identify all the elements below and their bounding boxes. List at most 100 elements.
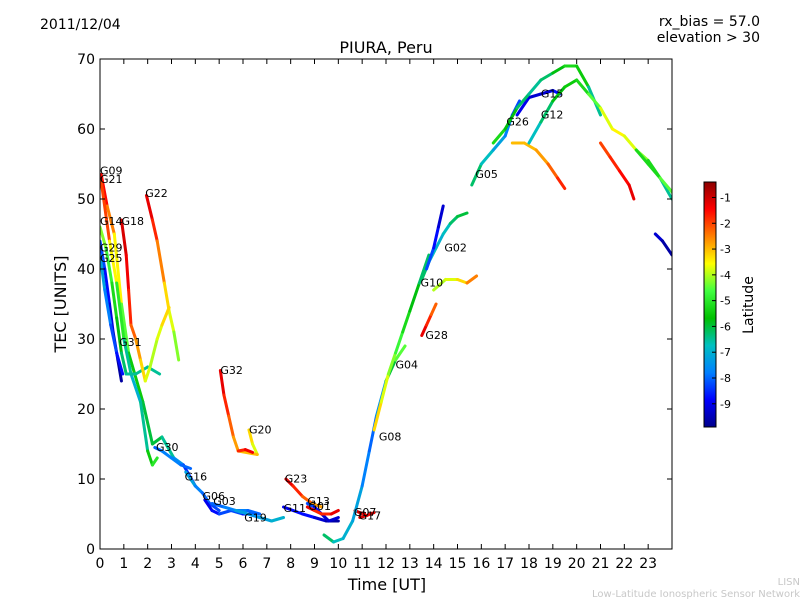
x-tick-label: 23 xyxy=(639,556,657,572)
series-segment xyxy=(115,316,123,355)
series-segment xyxy=(193,484,204,495)
series-segment xyxy=(129,323,138,341)
series-segment xyxy=(310,502,324,509)
series-segment xyxy=(503,106,519,131)
y-tick-label: 0 xyxy=(86,542,95,558)
series-segment xyxy=(251,442,259,456)
series-segment xyxy=(556,176,567,190)
series-segment xyxy=(456,278,469,285)
colorbar-tick-label: -7 xyxy=(720,346,731,359)
series-segment xyxy=(470,162,483,187)
series-segment xyxy=(425,246,436,271)
series-g15 xyxy=(515,89,562,117)
series-segment xyxy=(394,344,407,362)
series-g12 xyxy=(510,141,567,190)
series-segment xyxy=(551,64,567,75)
series-segment xyxy=(522,141,538,152)
series-segment xyxy=(155,323,164,341)
series-g32 xyxy=(218,369,240,453)
series-segment xyxy=(284,477,295,488)
series-segment xyxy=(313,516,328,523)
series-segment xyxy=(246,512,262,519)
x-tick-label: 7 xyxy=(262,556,271,572)
satellite-label-g08: G08 xyxy=(379,431,402,444)
x-tick-label: 20 xyxy=(568,556,586,572)
series-segment xyxy=(434,232,445,250)
x-tick-label: 8 xyxy=(286,556,295,572)
series-segment xyxy=(301,495,314,505)
series-segment xyxy=(491,127,507,145)
series-segment xyxy=(222,505,238,512)
series-segment xyxy=(646,162,662,180)
credit-network: Low-Latitude Ionospheric Sensor Network xyxy=(592,589,800,600)
series-segment xyxy=(227,414,235,439)
series-segment xyxy=(110,281,119,320)
series-g22 xyxy=(144,194,181,362)
satellite-label-g18: G18 xyxy=(121,215,144,228)
series-g01 xyxy=(305,505,340,516)
series-segment xyxy=(479,148,495,166)
series-segment xyxy=(203,498,214,512)
colorbar-tick-label: -8 xyxy=(720,372,731,385)
series-segment xyxy=(291,509,305,516)
colorbar-ticks: -1 -2 -3 -4 -5 -6 -7 -8 -9 xyxy=(712,191,731,411)
series-segment xyxy=(551,85,567,103)
series-segment xyxy=(634,148,650,166)
colorbar-label: Latitude xyxy=(741,276,757,334)
x-tick-label: 4 xyxy=(191,556,200,572)
series-g31 xyxy=(129,306,171,383)
series-segment xyxy=(144,194,154,222)
series-g35 xyxy=(653,232,672,257)
series-segment xyxy=(100,253,107,292)
series-segment xyxy=(563,78,579,89)
series-segment xyxy=(432,225,440,250)
x-tick-label: 11 xyxy=(353,556,371,572)
satellite-label-g21: G21 xyxy=(100,173,123,186)
series-segment xyxy=(282,505,295,512)
series-segment xyxy=(258,516,274,523)
series-segment xyxy=(436,204,445,229)
satellite-label-g05: G05 xyxy=(475,168,498,181)
series-segment xyxy=(200,491,212,505)
colorbar-tick-label: -2 xyxy=(720,217,731,230)
series-segment xyxy=(618,169,631,187)
satellite-label-g11: G11 xyxy=(284,502,307,515)
series-segment xyxy=(122,337,133,376)
x-tick-label: 12 xyxy=(377,556,395,572)
series-segment xyxy=(170,456,183,467)
series-g33 xyxy=(599,141,636,201)
series-segment xyxy=(100,225,108,250)
series-segment xyxy=(653,232,664,243)
series-segment xyxy=(627,183,636,201)
series-segment xyxy=(456,211,469,218)
colorbar-tick-label: -6 xyxy=(720,320,731,333)
y-axis-label: TEC [UNITS] xyxy=(51,256,70,354)
series-segment xyxy=(599,141,612,159)
satellite-label-g07: G07 xyxy=(354,506,377,519)
x-tick-label: 18 xyxy=(520,556,538,572)
y-tick-label: 10 xyxy=(77,472,95,488)
y-tick-label: 60 xyxy=(77,122,95,138)
satellite-label-g20: G20 xyxy=(249,424,272,437)
series-segment xyxy=(184,470,197,488)
satellite-label-g01: G01 xyxy=(309,500,332,513)
series-segment xyxy=(243,448,255,454)
series-segment xyxy=(222,393,231,418)
x-tick-label: 3 xyxy=(167,556,176,572)
series-segment xyxy=(160,306,171,327)
x-tick-label: 5 xyxy=(215,556,224,572)
series-segment xyxy=(527,120,543,145)
series-segment xyxy=(365,511,376,517)
series-g23 xyxy=(284,477,324,509)
date-label: 2011/12/04 xyxy=(40,17,121,33)
series-segment xyxy=(527,78,543,96)
series-segment xyxy=(327,516,340,523)
series-segment xyxy=(539,71,555,82)
series-g19 xyxy=(234,509,286,523)
series-g05 xyxy=(432,274,479,292)
x-tick-label: 21 xyxy=(592,556,610,572)
series-segment xyxy=(115,281,126,341)
series-segment xyxy=(109,323,119,355)
series-segment xyxy=(386,351,398,376)
